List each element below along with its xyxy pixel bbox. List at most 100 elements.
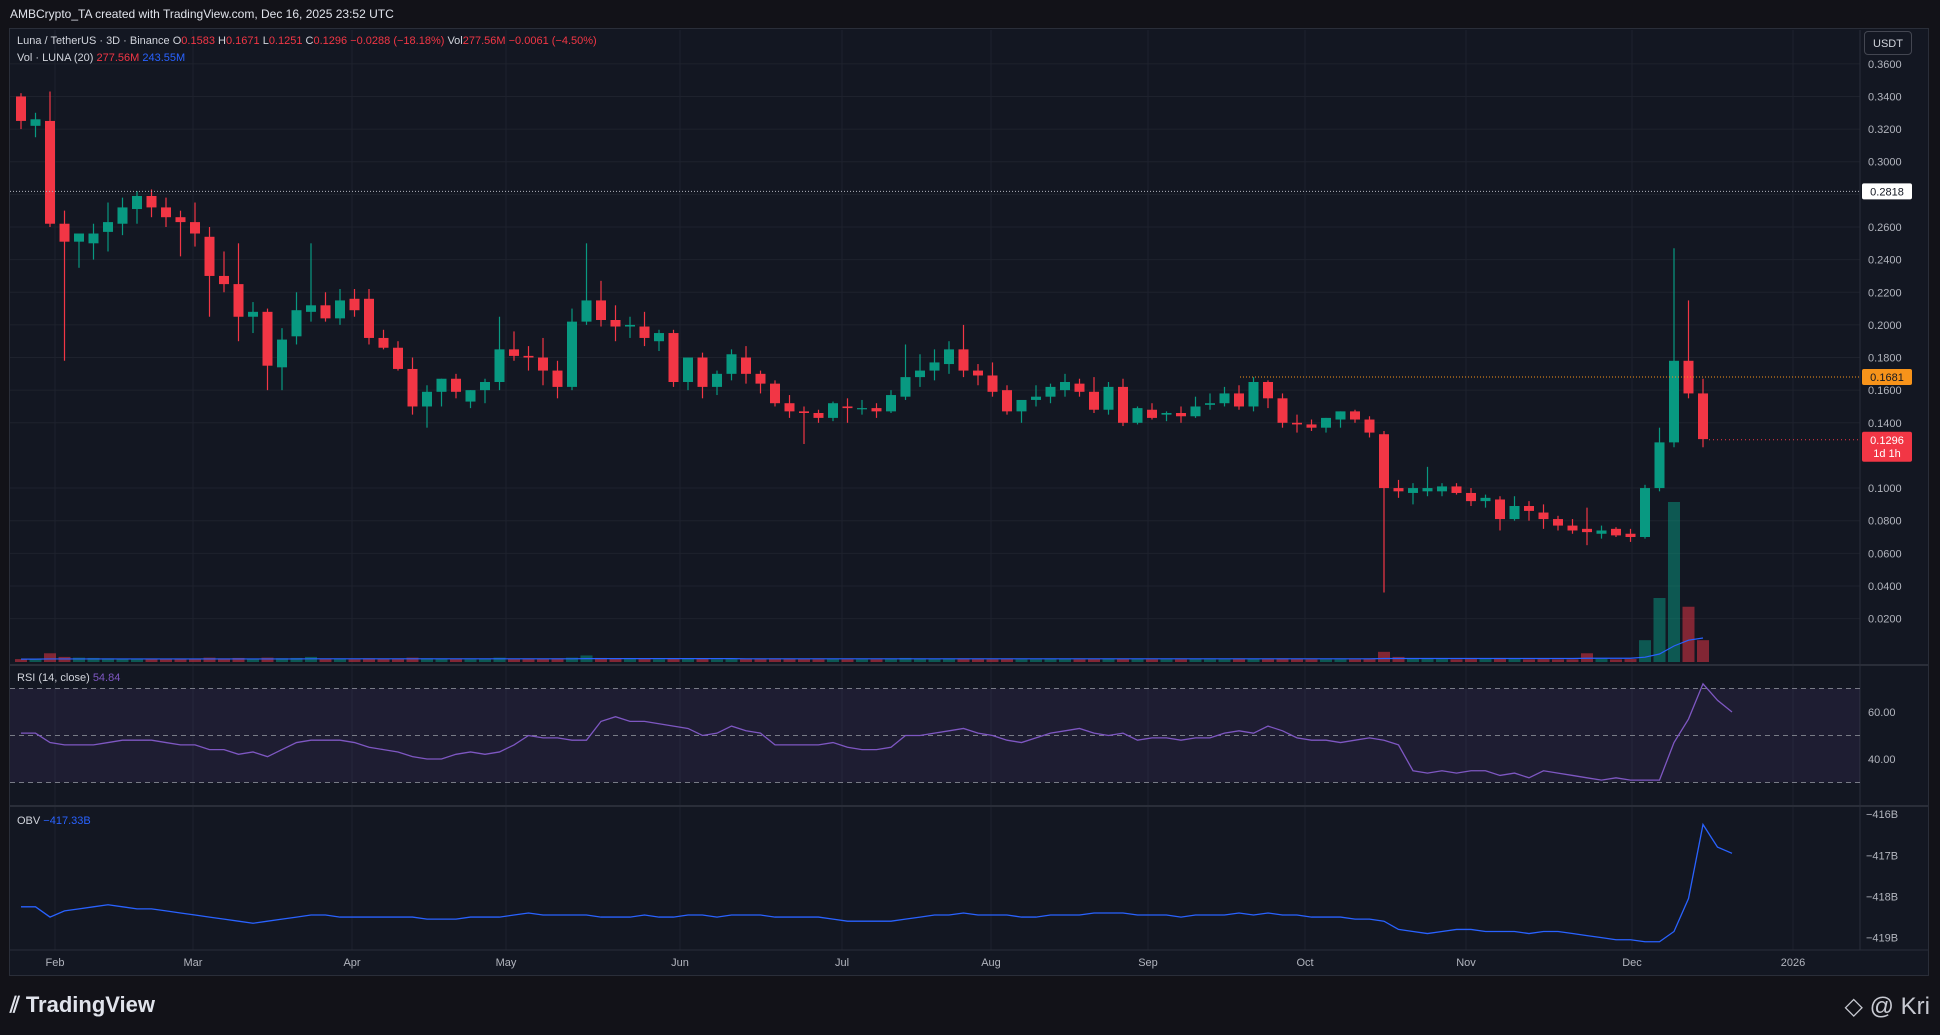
volume-bar (1552, 659, 1564, 662)
candle-body (509, 349, 519, 356)
volume-bars (15, 502, 1709, 662)
volume-bar (1218, 659, 1231, 662)
currency-button[interactable]: USDT (1864, 31, 1912, 55)
volume-bar (1479, 659, 1492, 662)
volume-bar (914, 658, 926, 662)
volume-bar (1378, 651, 1390, 662)
candle-body (494, 349, 505, 383)
candle-body (1306, 424, 1317, 428)
volume-bar (1450, 659, 1463, 662)
obv-tick-label: −417B (1866, 850, 1898, 862)
volume-bar (15, 659, 27, 662)
volume-bar (189, 659, 201, 662)
candle-body (1321, 417, 1331, 428)
vol-change: −0.0061 (−4.50%) (508, 35, 597, 47)
obv-value: −417.33B (43, 815, 91, 827)
overlay-lines (10, 190, 1860, 441)
high-price-tag-bg (1862, 368, 1912, 385)
candle-body (712, 373, 722, 387)
low-value: 0.1251 (268, 35, 303, 47)
candle-body (1640, 488, 1650, 538)
volume-bar (1320, 659, 1332, 662)
price-tick-label: 0.2000 (1868, 320, 1902, 332)
candle-body (30, 119, 41, 126)
candle-body (523, 355, 534, 358)
candle-body (1161, 413, 1172, 415)
candle-body (1480, 497, 1491, 502)
obv-line (21, 822, 1733, 943)
chart-frame[interactable] (9, 28, 1929, 976)
hline-price-tag: 0.2818 (1870, 186, 1904, 198)
candle-body (973, 370, 983, 376)
price-tick-label: 0.3000 (1868, 157, 1902, 169)
candle-body (451, 378, 461, 392)
volume-bar (653, 659, 665, 662)
volume-bar (363, 658, 375, 662)
volume-bar (1610, 659, 1622, 662)
volume-bar (87, 657, 100, 662)
volume-bar (885, 659, 897, 662)
candle-body (1263, 382, 1273, 399)
candle-body (1364, 419, 1375, 433)
price-tick-label: 0.3600 (1868, 59, 1902, 71)
tradingview-brand[interactable]: ⫽ TradingView (10, 992, 155, 1018)
candle-body (59, 223, 70, 242)
brand-label: TradingView (25, 992, 155, 1017)
volume-bar (203, 657, 216, 662)
candle-body (857, 408, 867, 410)
volume-bar (522, 659, 535, 662)
candle-body (625, 324, 635, 327)
candle-body (1422, 488, 1433, 492)
volume-bar (131, 658, 143, 662)
candle-body (320, 305, 331, 319)
candle-body (422, 391, 432, 407)
candle-body (1683, 360, 1694, 394)
candle-body (248, 311, 258, 317)
chart-canvas[interactable]: 60.00 40.00 −416B −417B −418B −419B 0.3600 0.… (0, 0, 1940, 978)
obv-legend: OBV −417.33B (17, 815, 91, 827)
candle-body (480, 382, 490, 391)
price-tick-label: 0.2200 (1868, 287, 1902, 299)
volume-bar (160, 658, 172, 662)
rsi-line (21, 682, 1733, 781)
candle-body (1669, 360, 1679, 443)
credit-line: AMBCrypto_TA created with TradingView.co… (10, 7, 394, 21)
close-label: C (305, 35, 314, 47)
candle-body (886, 395, 896, 412)
candle-body (1437, 486, 1447, 492)
candle-body (1553, 519, 1563, 526)
candle-body (1625, 533, 1636, 538)
volume-bar (1334, 659, 1347, 662)
volume-bar (348, 659, 361, 662)
candle-body (1132, 408, 1143, 423)
volume-bar (986, 659, 999, 662)
volume-bar (1291, 659, 1303, 662)
volume-ma-line (21, 637, 1704, 660)
candle-body (16, 96, 26, 121)
candle-body (726, 354, 737, 374)
ohlc-legend: Luna / TetherUS · 3D · Binance O0.1583 H… (17, 35, 597, 47)
volume-bar (145, 659, 158, 662)
candle-body (1060, 382, 1070, 391)
volume-bar (44, 653, 56, 662)
author-label: @ Kri (1869, 993, 1930, 1020)
last-price-tag: 1d 1h (1873, 448, 1901, 460)
candle-body (291, 310, 302, 337)
volume-bar (73, 657, 85, 662)
candle-body (755, 373, 766, 384)
volume-bar (1233, 659, 1245, 662)
candle-body (944, 349, 954, 365)
volume-bar (1523, 659, 1535, 662)
volume-bar (1204, 659, 1216, 662)
volume-bar (1160, 659, 1173, 662)
price-tick-label: 0.1400 (1868, 418, 1902, 430)
volume-bar (479, 659, 491, 662)
candle-body (1379, 434, 1389, 489)
price-tick-label: 0.0800 (1868, 516, 1902, 528)
volume-bar (1015, 659, 1028, 662)
high-price-tag: 0.1681 (1870, 372, 1904, 384)
candle-body (683, 357, 693, 383)
top-credit-bar: AMBCrypto_TA created with TradingView.co… (0, 0, 1940, 28)
candle-body (1611, 528, 1621, 536)
vol-label: Vol (447, 35, 463, 47)
